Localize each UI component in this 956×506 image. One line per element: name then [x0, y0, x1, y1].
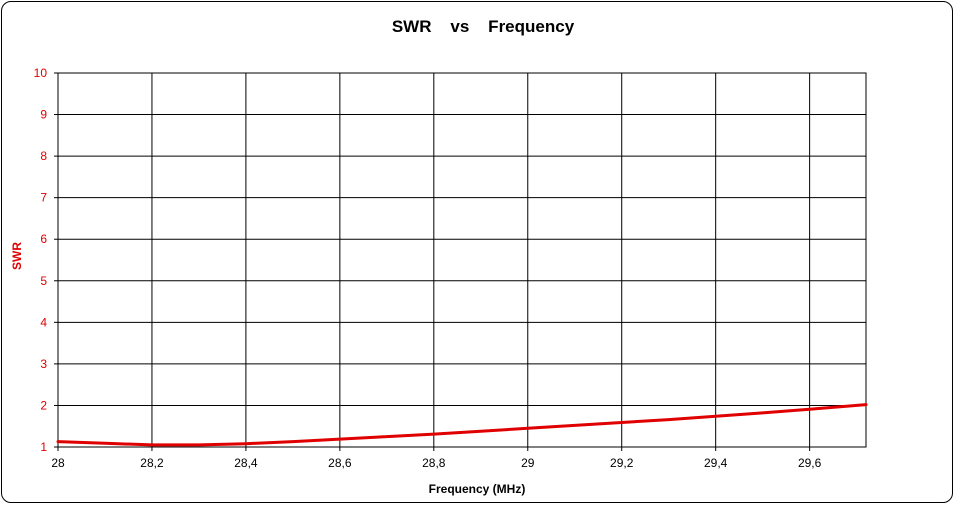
- x-tick-label: 28,4: [234, 456, 258, 470]
- x-axis-label: Frequency (MHz): [429, 482, 526, 496]
- x-tick-label: 29,2: [610, 456, 634, 470]
- x-tick-label: 29,4: [704, 456, 728, 470]
- x-tick-label: 29,6: [798, 456, 822, 470]
- grid: [58, 73, 866, 447]
- y-axis-label: SWR: [10, 242, 24, 270]
- y-tick-label: 8: [40, 149, 47, 163]
- x-tick-label: 28: [51, 456, 65, 470]
- x-tick-label: 28,2: [140, 456, 164, 470]
- y-axis-ticks: 1 2 3 4 5 6 7 8 9 10: [34, 66, 58, 454]
- plot-area: [57, 72, 867, 448]
- x-tick-label: 28,8: [422, 456, 446, 470]
- y-tick-label: 6: [40, 232, 47, 246]
- y-tick-label: 10: [34, 66, 48, 80]
- y-tick-label: 9: [40, 108, 47, 122]
- y-tick-label: 7: [40, 191, 47, 205]
- x-tick-label: 28,6: [328, 456, 352, 470]
- y-tick-label: 2: [40, 398, 47, 412]
- y-tick-label: 1: [40, 440, 47, 454]
- y-tick-label: 5: [40, 274, 47, 288]
- y-tick-label: 3: [40, 357, 47, 371]
- y-tick-label: 4: [40, 315, 47, 329]
- series-layer: [56, 403, 868, 447]
- chart-title: SWR vs Frequency: [392, 17, 575, 36]
- x-axis-ticks: 28 28,2 28,4 28,6 28,8 29 29,2 29,4 29,6: [51, 447, 822, 470]
- x-tick-label: 29: [521, 456, 535, 470]
- swr-series-line: [56, 403, 868, 447]
